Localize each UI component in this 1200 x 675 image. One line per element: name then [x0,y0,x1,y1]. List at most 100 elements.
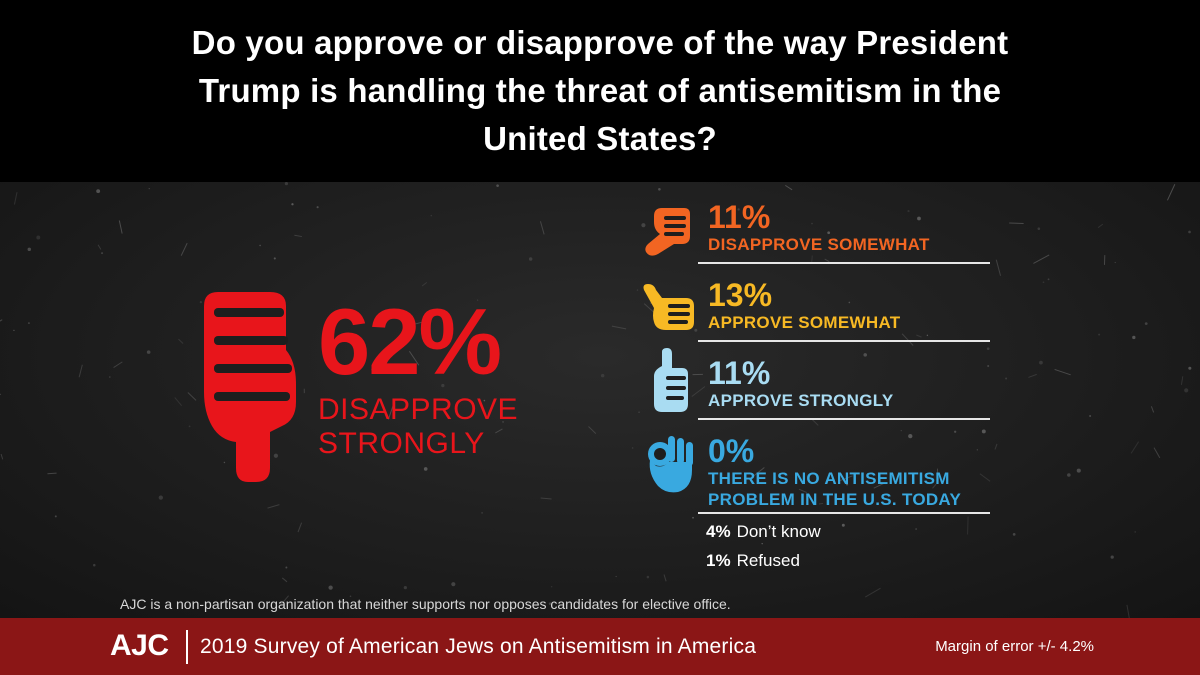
speckle [916,334,922,338]
dont-know-row: 4% Don’t know [706,521,821,543]
speckle [646,575,650,579]
speckle [1067,473,1071,477]
speckle [753,467,765,477]
speckle [495,428,503,434]
speckle [691,386,706,397]
speckle [1144,322,1148,326]
speckle [900,429,902,432]
speckle [994,443,998,450]
dont-know-percent: 4% [706,522,731,541]
thumb-sideways-up-icon [643,284,694,330]
speckle [1153,447,1161,459]
speckle [1126,604,1130,618]
speckle [113,361,123,368]
divider [698,418,990,420]
speckle [995,259,1002,276]
speckle [981,429,986,434]
speckle [636,289,639,291]
speckle [1134,531,1136,533]
speckle [611,325,627,330]
speckle [285,566,288,569]
disapprove-somewhat-percent: 11% [708,199,771,235]
speckle [178,338,184,344]
speckle [158,495,163,500]
speckle [915,528,917,530]
approve-somewhat-label: APPROVE SOMEWHAT [708,313,901,332]
speckle [1037,227,1041,230]
speckle [873,482,884,489]
speckle [297,522,303,533]
speckle [879,239,892,251]
result-row-disapprove-somewhat: 11% DISAPPROVE SOMEWHAT [640,200,990,266]
speckle [410,321,424,326]
speckle [1005,377,1008,380]
speckle [279,595,289,606]
speckle [273,257,276,260]
speckle [403,585,407,590]
speckle [97,244,102,250]
speckle [1132,335,1136,340]
thumb-up-icon [654,348,688,412]
disapprove-somewhat-label: DISAPPROVE SOMEWHAT [708,235,930,254]
speckle [987,365,990,368]
speckle [387,404,394,420]
speckle [926,334,929,337]
divider [698,512,990,514]
speckle [294,234,302,238]
speckle [540,497,552,500]
speckle [423,467,428,471]
speckle [1039,360,1043,365]
speckle [451,582,456,587]
speckle [346,450,350,454]
header-banner: Do you approve or disapprove of the way … [0,0,1200,182]
speckle [658,188,661,191]
speckle [101,252,104,255]
speckle [600,373,605,378]
speckle [187,392,197,401]
speckle [441,383,445,388]
speckle [316,206,319,209]
speckle [1188,366,1192,370]
speckle [78,364,83,378]
result-row-no-problem: 0% THERE IS NO ANTISEMITISM PROBLEM IN T… [640,434,990,514]
speckle [408,350,420,366]
speckle [1028,373,1037,378]
speckle [502,420,505,423]
speckle [663,574,667,582]
speckle [694,328,698,332]
survey-question: Do you approve or disapprove of the way … [191,24,1009,157]
margin-of-error: Margin of error +/- 4.2% [935,638,1094,655]
speckle [27,322,30,325]
speckle [692,516,694,519]
speckle [13,192,18,205]
speckle [895,480,898,483]
footer-bar: AJC 2019 Survey of American Jews on Anti… [0,618,1200,675]
speckle [188,425,191,428]
speckle [267,504,280,509]
speckle [588,426,597,434]
speckle [864,587,881,598]
result-row-approve-strongly: 11% APPROVE STRONGLY [640,348,990,422]
speckle [839,475,853,482]
speckle [638,411,640,413]
speckle [146,350,151,354]
speckle [979,473,991,482]
speckle [811,222,813,225]
speckle [917,216,921,221]
disclaimer: AJC is a non-partisan organization that … [120,596,731,612]
result-row-approve-somewhat: 13% APPROVE SOMEWHAT [640,278,990,344]
speckle [93,563,96,567]
speckle [641,223,646,228]
speckle [1089,414,1092,417]
speckle [528,257,533,261]
speckle [284,182,288,186]
speckle [550,585,553,588]
speckle [180,242,188,256]
dont-know-label: Don’t know [736,522,821,541]
refused-percent: 1% [706,551,731,570]
ok-hand-icon [648,436,693,493]
speckle [954,430,957,433]
speckle [548,602,552,605]
speckle [743,243,750,250]
speckle [421,282,428,287]
